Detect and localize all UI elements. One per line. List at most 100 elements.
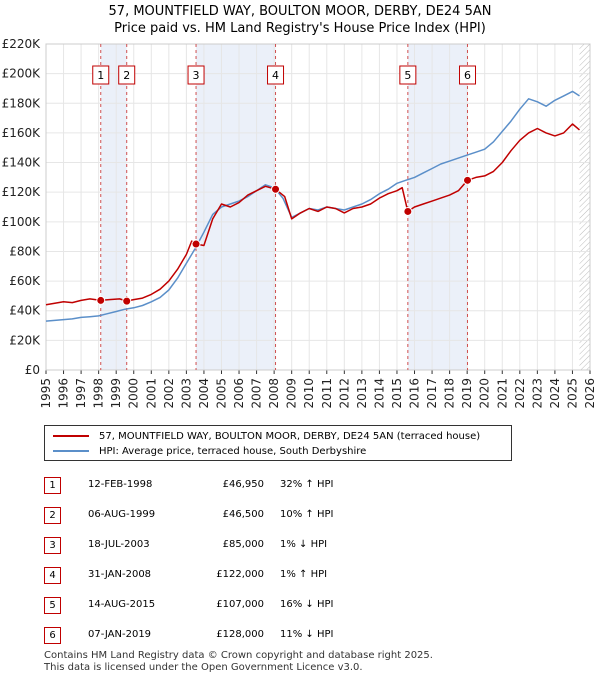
x-tick-label: 1999 <box>109 378 123 409</box>
sale-label-box <box>267 65 285 85</box>
x-tick-label: 2026 <box>583 378 597 409</box>
x-tick-label: 2005 <box>214 378 228 409</box>
transaction-number: 5 <box>44 597 61 614</box>
y-tick-label: £120K <box>2 185 42 199</box>
transaction-price: £46,500 <box>222 509 264 520</box>
transaction-number: 2 <box>44 507 61 524</box>
x-tick-label: 2013 <box>355 378 369 409</box>
transaction-row: 1 12-FEB-1998 £46,950 32% ↑ HPI <box>44 470 544 500</box>
forecast-hatch <box>579 44 590 370</box>
x-tick-label: 2011 <box>320 378 334 409</box>
legend-swatch-hpi <box>53 450 89 452</box>
sale-label: 4 <box>272 69 279 82</box>
x-tick-label: 2007 <box>250 378 264 409</box>
legend-label-property: 57, MOUNTFIELD WAY, BOULTON MOOR, DERBY,… <box>99 430 481 442</box>
x-tick-label: 2008 <box>267 378 281 409</box>
x-tick-label: 2019 <box>460 378 474 409</box>
transaction-date: 07-JAN-2019 <box>88 629 152 640</box>
y-tick-label: £180K <box>2 96 42 110</box>
sale-label: 1 <box>97 69 104 82</box>
y-tick-label: £100K <box>2 215 42 229</box>
sale-point <box>122 296 132 306</box>
transaction-row: 4 31-JAN-2008 £122,000 1% ↑ HPI <box>44 560 544 590</box>
transaction-hpi: 32% ↑ HPI <box>280 479 334 490</box>
transaction-number: 3 <box>44 537 61 554</box>
x-tick-label: 2002 <box>162 378 176 409</box>
transaction-row: 2 06-AUG-1999 £46,500 10% ↑ HPI <box>44 500 544 530</box>
x-tick-label: 2006 <box>232 378 246 409</box>
transaction-date: 06-AUG-1999 <box>88 509 156 520</box>
sale-label-box <box>118 65 136 85</box>
transaction-hpi: 16% ↓ HPI <box>280 599 334 610</box>
sale-point <box>403 206 413 216</box>
footer-copyright: Contains HM Land Registry data © Crown c… <box>44 650 433 661</box>
transaction-number: 1 <box>44 477 61 494</box>
transaction-price: £107,000 <box>216 599 264 610</box>
property-price-line <box>45 123 580 306</box>
transaction-price: £85,000 <box>222 539 264 550</box>
legend-swatch-property <box>53 435 89 437</box>
chart-title: 57, MOUNTFIELD WAY, BOULTON MOOR, DERBY,… <box>108 4 492 19</box>
y-tick-label: £160K <box>2 126 42 140</box>
ownership-band <box>100 44 127 370</box>
sale-point <box>191 239 201 249</box>
transaction-hpi: 11% ↓ HPI <box>280 629 334 640</box>
x-tick-label: 2018 <box>443 378 457 409</box>
transaction-date: 18-JUL-2003 <box>88 539 150 550</box>
transaction-price: £122,000 <box>216 569 264 580</box>
sale-label-box <box>459 65 477 85</box>
x-tick-label: 2016 <box>408 378 422 409</box>
sale-label-box <box>399 65 417 85</box>
transaction-number: 6 <box>44 627 61 644</box>
x-tick-label: 2004 <box>197 378 211 409</box>
price-chart: £0 £20K £40K £60K £80K £100K £120K £140K £160K £1… <box>2 37 597 409</box>
transaction-hpi: 1% ↑ HPI <box>280 569 328 580</box>
x-tick-label: 2020 <box>478 378 492 409</box>
x-tick-label: 1995 <box>39 378 53 409</box>
x-tick-label: 1996 <box>57 378 71 409</box>
x-tick-label: 1998 <box>92 378 106 409</box>
x-tick-label: 2003 <box>179 378 193 409</box>
legend-label-hpi: HPI: Average price, terraced house, Sout… <box>99 445 367 457</box>
legend: 57, MOUNTFIELD WAY, BOULTON MOOR, DERBY,… <box>44 425 512 461</box>
x-tick-label: 1997 <box>74 378 88 409</box>
sale-point <box>96 295 106 305</box>
y-tick-label: £40K <box>9 304 41 318</box>
transaction-row: 5 14-AUG-2015 £107,000 16% ↓ HPI <box>44 590 544 620</box>
sale-label: 6 <box>464 69 471 82</box>
y-tick-label: £20K <box>9 333 41 347</box>
x-tick-label: 2015 <box>390 378 404 409</box>
transaction-hpi: 10% ↑ HPI <box>280 509 334 520</box>
legend-item-property: 57, MOUNTFIELD WAY, BOULTON MOOR, DERBY,… <box>53 429 480 443</box>
transaction-price: £128,000 <box>216 629 264 640</box>
sale-point <box>463 175 473 185</box>
footer: Contains HM Land Registry data © Crown c… <box>44 650 433 674</box>
transaction-date: 12-FEB-1998 <box>88 479 153 490</box>
sale-label: 5 <box>404 69 411 82</box>
y-tick-label: £0 <box>25 363 40 377</box>
legend-item-hpi: HPI: Average price, terraced house, Sout… <box>53 444 366 458</box>
sale-point <box>271 184 281 194</box>
x-tick-label: 2017 <box>425 378 439 409</box>
transaction-number: 4 <box>44 567 61 584</box>
y-tick-label: £60K <box>9 274 41 288</box>
x-tick-label: 2001 <box>144 378 158 409</box>
ownership-band <box>196 44 276 370</box>
plot-border <box>45 43 591 371</box>
transaction-date: 14-AUG-2015 <box>88 599 156 610</box>
x-tick-label: 2000 <box>127 378 141 409</box>
x-tick-label: 2009 <box>285 378 299 409</box>
x-tick-label: 2021 <box>495 378 509 409</box>
ownership-band <box>407 44 468 370</box>
chart-subtitle: Price paid vs. HM Land Registry's House … <box>114 21 486 36</box>
y-tick-label: £200K <box>2 67 42 81</box>
y-tick-label: £140K <box>2 156 42 170</box>
sale-label: 3 <box>193 69 200 82</box>
transaction-hpi: 1% ↓ HPI <box>280 539 328 550</box>
x-tick-label: 2010 <box>302 378 316 409</box>
footer-licence: This data is licensed under the Open Gov… <box>44 662 363 673</box>
x-tick-label: 2014 <box>372 378 386 409</box>
x-tick-label: 2012 <box>337 378 351 409</box>
transaction-date: 31-JAN-2008 <box>88 569 152 580</box>
transaction-row: 3 18-JUL-2003 £85,000 1% ↓ HPI <box>44 530 544 560</box>
